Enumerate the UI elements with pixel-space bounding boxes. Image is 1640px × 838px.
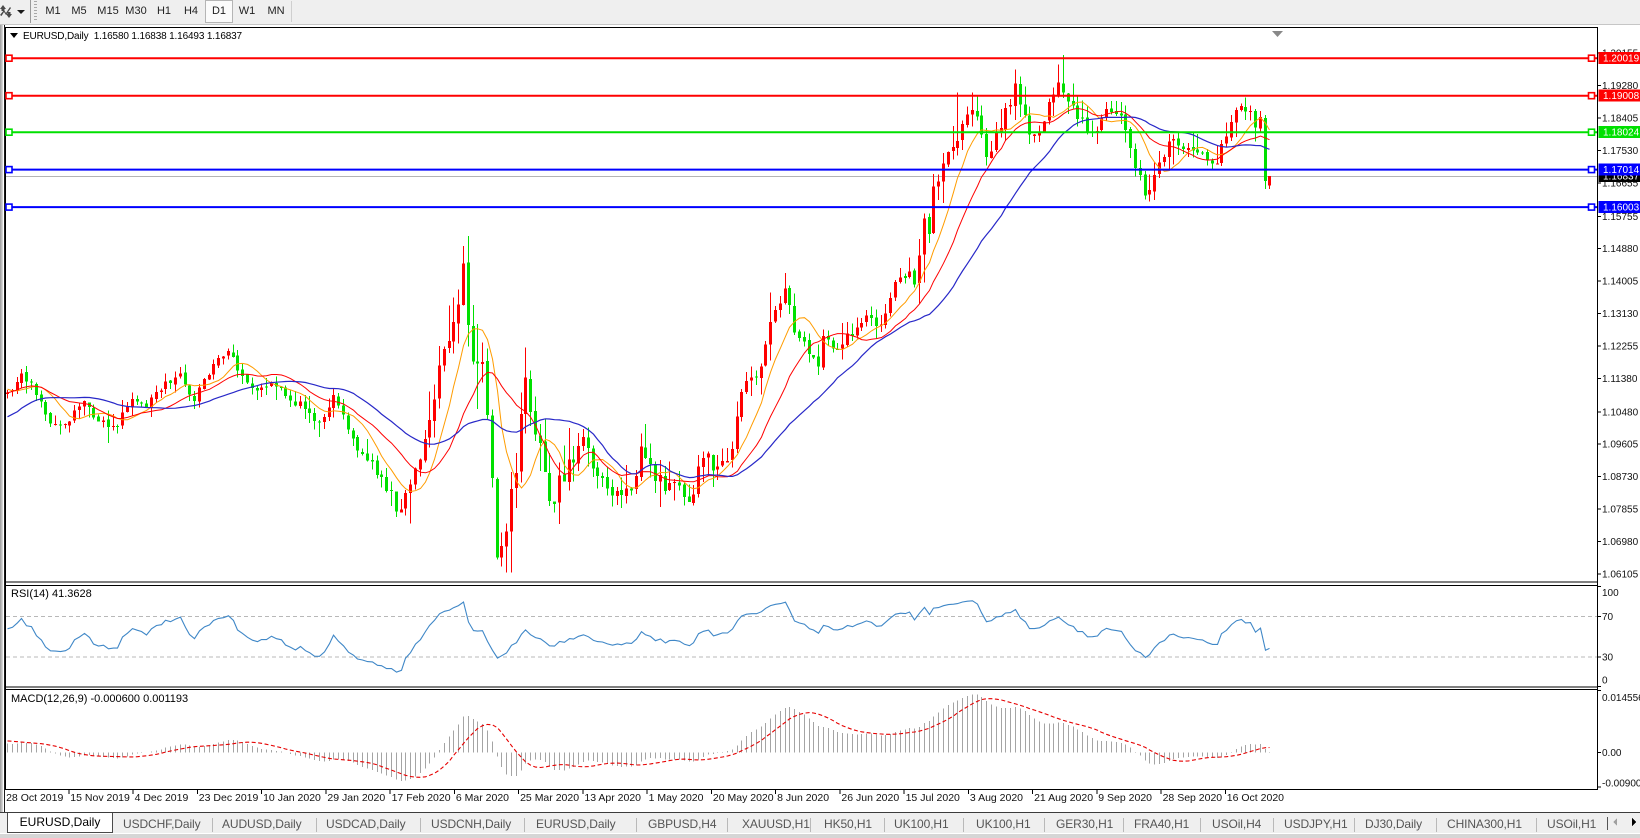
svg-text:0.014556: 0.014556 [1602,693,1640,704]
svg-text:15 Nov 2019: 15 Nov 2019 [70,792,130,804]
svg-text:1.15755: 1.15755 [1602,212,1639,223]
svg-text:28 Oct 2019: 28 Oct 2019 [6,792,63,804]
svg-text:21 Aug 2020: 21 Aug 2020 [1034,792,1093,804]
svg-text:0: 0 [1602,676,1608,687]
svg-text:1.13130: 1.13130 [1602,309,1639,320]
svg-text:1.14005: 1.14005 [1602,277,1639,288]
svg-text:3 Aug 2020: 3 Aug 2020 [970,792,1023,804]
svg-text:RSI(14) 41.3628: RSI(14) 41.3628 [11,588,92,600]
svg-text:MACD(12,26,9) -0.000600 0.0011: MACD(12,26,9) -0.000600 0.001193 [11,693,188,705]
svg-text:23 Dec 2019: 23 Dec 2019 [199,792,259,804]
svg-text:8 Jun 2020: 8 Jun 2020 [777,792,829,804]
svg-text:13 Apr 2020: 13 Apr 2020 [584,792,641,804]
svg-text:1.14880: 1.14880 [1602,244,1639,255]
svg-text:1.20019: 1.20019 [1603,54,1640,65]
svg-text:1.19008: 1.19008 [1603,91,1640,102]
svg-text:EURUSD,Daily 1.16580 1.16838: EURUSD,Daily 1.16580 1.16838 1.16493 1.1… [23,31,243,42]
svg-text:0.00: 0.00 [1602,748,1622,759]
svg-text:1.08730: 1.08730 [1602,472,1639,483]
svg-text:1.16837: 1.16837 [1603,172,1640,183]
svg-text:1.06105: 1.06105 [1602,570,1639,581]
svg-text:20 May 2020: 20 May 2020 [713,792,774,804]
svg-text:1.17530: 1.17530 [1602,146,1639,157]
svg-text:1.10480: 1.10480 [1602,407,1639,418]
svg-text:30: 30 [1602,652,1614,663]
svg-text:1.16003: 1.16003 [1603,203,1640,214]
svg-text:28 Sep 2020: 28 Sep 2020 [1163,792,1223,804]
svg-text:15 Jul 2020: 15 Jul 2020 [906,792,960,804]
svg-text:25 Mar 2020: 25 Mar 2020 [520,792,579,804]
svg-text:1.07855: 1.07855 [1602,505,1639,516]
svg-text:1.12255: 1.12255 [1602,342,1639,353]
svg-text:1.18024: 1.18024 [1603,128,1640,139]
svg-text:-0.009001: -0.009001 [1602,778,1640,789]
svg-text:17 Feb 2020: 17 Feb 2020 [392,792,451,804]
svg-text:10 Jan 2020: 10 Jan 2020 [263,792,321,804]
svg-text:1.18405: 1.18405 [1602,114,1639,125]
svg-text:1.17014: 1.17014 [1603,165,1640,176]
svg-text:6 Mar 2020: 6 Mar 2020 [456,792,509,804]
svg-text:100: 100 [1602,588,1619,599]
svg-text:1.06980: 1.06980 [1602,537,1639,548]
svg-text:26 Jun 2020: 26 Jun 2020 [841,792,899,804]
svg-text:70: 70 [1602,612,1614,623]
svg-text:9 Sep 2020: 9 Sep 2020 [1098,792,1152,804]
svg-text:1.16655: 1.16655 [1602,178,1639,189]
svg-text:4 Dec 2019: 4 Dec 2019 [135,792,189,804]
svg-text:1.11380: 1.11380 [1602,374,1638,385]
svg-text:1.19280: 1.19280 [1602,81,1639,92]
svg-text:16 Oct 2020: 16 Oct 2020 [1227,792,1284,804]
svg-text:1 May 2020: 1 May 2020 [649,792,704,804]
svg-text:29 Jan 2020: 29 Jan 2020 [327,792,385,804]
svg-text:1.09605: 1.09605 [1602,440,1639,451]
